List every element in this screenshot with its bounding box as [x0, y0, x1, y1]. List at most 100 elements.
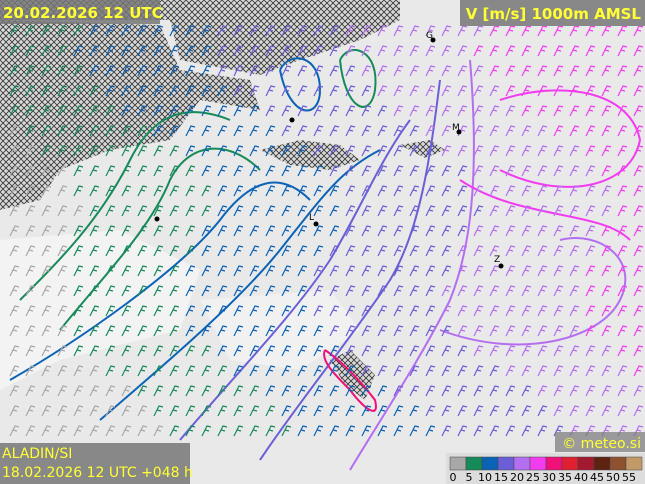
wind-barb — [617, 365, 628, 377]
wind-barb — [441, 425, 452, 437]
wind-barb — [169, 145, 180, 157]
wind-barb — [73, 25, 84, 37]
wind-barb — [393, 45, 404, 57]
wind-barb — [553, 405, 564, 417]
wind-barb — [329, 285, 340, 297]
wind-barb — [505, 425, 516, 437]
wind-barb — [233, 365, 244, 377]
wind-barb — [393, 405, 404, 417]
wind-barb — [57, 105, 68, 117]
label-box — [460, 0, 645, 26]
wind-barb — [105, 185, 116, 197]
wind-barb — [73, 325, 84, 337]
wind-barb — [153, 345, 164, 357]
wind-barb — [281, 425, 292, 437]
wind-barb — [185, 145, 196, 157]
wind-barb — [441, 405, 452, 417]
wind-barb — [521, 345, 532, 357]
wind-barb — [57, 165, 68, 177]
legend-swatch — [449, 456, 467, 471]
wind-barb — [569, 25, 580, 37]
wind-barb — [537, 45, 548, 57]
wind-barb — [489, 365, 500, 377]
wind-barb — [569, 125, 580, 137]
wind-barb — [89, 425, 100, 437]
wind-barb — [137, 365, 148, 377]
wind-barb — [297, 305, 308, 317]
wind-barb — [633, 245, 644, 257]
wind-barb — [409, 325, 420, 337]
wind-barb — [169, 45, 180, 57]
wind-barb — [41, 245, 52, 257]
wind-barb — [601, 385, 612, 397]
wind-barb — [489, 345, 500, 357]
wind-barb — [329, 245, 340, 257]
wind-barb — [185, 85, 196, 97]
wind-barb — [345, 265, 356, 277]
wind-barb — [537, 225, 548, 237]
wind-barb — [73, 165, 84, 177]
wind-barb — [425, 225, 436, 237]
wind-barb — [425, 65, 436, 77]
wind-barb — [121, 165, 132, 177]
wind-barb — [585, 285, 596, 297]
wind-barb — [537, 385, 548, 397]
wind-barb — [185, 225, 196, 237]
wind-barb — [345, 25, 356, 37]
wind-barb — [9, 245, 20, 257]
wind-barb — [297, 105, 308, 117]
wind-barb — [473, 85, 484, 97]
wind-barb — [201, 345, 212, 357]
wind-barb — [585, 245, 596, 257]
wind-barb — [585, 365, 596, 377]
wind-barb — [585, 45, 596, 57]
wind-barb — [249, 125, 260, 137]
wind-barb — [121, 265, 132, 277]
wind-barb — [137, 185, 148, 197]
wind-barb — [41, 205, 52, 217]
wind-barb — [41, 385, 52, 397]
wind-barb — [617, 265, 628, 277]
wind-barb — [137, 345, 148, 357]
wind-barb — [313, 25, 324, 37]
wind-barb — [633, 365, 644, 377]
wind-barb — [121, 25, 132, 37]
wind-barb — [121, 425, 132, 437]
wind-barb — [233, 125, 244, 137]
wind-barb — [361, 305, 372, 317]
wind-barb — [361, 405, 372, 417]
wind-barb — [41, 165, 52, 177]
wind-barb — [345, 145, 356, 157]
legend-swatch — [593, 456, 611, 471]
wind-barb — [281, 85, 292, 97]
wind-barb — [585, 305, 596, 317]
wind-barb — [553, 345, 564, 357]
wind-barb — [409, 265, 420, 277]
wind-barb — [329, 65, 340, 77]
wind-barb — [297, 185, 308, 197]
wind-barb — [25, 205, 36, 217]
wind-barb — [329, 25, 340, 37]
wind-barb — [505, 25, 516, 37]
wind-barb — [425, 125, 436, 137]
wind-barb — [233, 245, 244, 257]
wind-barb — [313, 105, 324, 117]
wind-barb — [521, 65, 532, 77]
wind-barb — [121, 405, 132, 417]
wind-barb — [617, 125, 628, 137]
wind-barb — [361, 385, 372, 397]
wind-barb — [361, 225, 372, 237]
wind-barb — [473, 265, 484, 277]
wind-barb — [425, 305, 436, 317]
wind-barb — [233, 265, 244, 277]
wind-barb — [105, 285, 116, 297]
wind-barb — [105, 65, 116, 77]
wind-barb — [505, 185, 516, 197]
wind-barb — [633, 145, 644, 157]
wind-barb — [73, 245, 84, 257]
wind-barbs — [9, 25, 644, 437]
wind-barb — [553, 285, 564, 297]
wind-barb — [57, 305, 68, 317]
wind-barb — [425, 405, 436, 417]
wind-barb — [153, 145, 164, 157]
